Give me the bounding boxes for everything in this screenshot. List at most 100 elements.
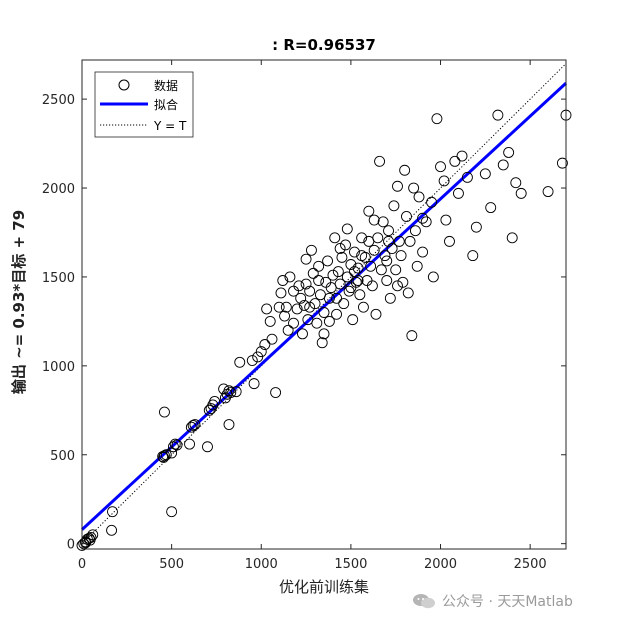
data-point <box>329 232 341 244</box>
data-point <box>300 253 312 265</box>
data-point <box>288 317 299 329</box>
data-point <box>470 221 482 233</box>
data-point <box>87 529 99 541</box>
data-point <box>352 262 364 274</box>
x-tick-label: 2000 <box>424 557 457 572</box>
data-point <box>322 255 334 267</box>
data-point <box>282 324 294 336</box>
data-point <box>401 211 412 222</box>
data-point <box>279 310 291 322</box>
data-point <box>374 155 386 167</box>
data-point <box>431 113 443 125</box>
data-point <box>338 298 350 310</box>
data-point <box>107 506 118 518</box>
data-point <box>417 212 429 224</box>
data-point <box>293 280 305 292</box>
data-point <box>377 216 389 228</box>
data-point <box>388 200 400 212</box>
data-point <box>252 351 264 363</box>
data-point <box>280 301 292 313</box>
plot-frame <box>81 59 567 550</box>
data-point <box>225 387 237 398</box>
data-point <box>381 255 393 267</box>
fit-line-layer <box>80 82 568 531</box>
data-point <box>341 223 353 235</box>
data-point <box>270 387 282 398</box>
wechat-logo-icon <box>413 594 435 609</box>
data-point <box>334 243 346 254</box>
data-point <box>230 386 242 398</box>
data-point <box>318 328 330 340</box>
data-point <box>393 235 405 247</box>
data-point <box>444 235 455 247</box>
data-point <box>395 250 407 262</box>
watermark-text: 公众号 · 天天Matlab <box>442 594 573 610</box>
y-tick-label: 500 <box>50 449 75 464</box>
data-point <box>209 395 221 407</box>
data-point <box>334 278 346 290</box>
data-point <box>159 406 170 418</box>
data-point <box>399 164 411 176</box>
data-point <box>306 244 317 256</box>
data-point <box>345 259 357 270</box>
data-point <box>203 404 215 416</box>
data-point <box>160 449 172 461</box>
data-point <box>323 315 335 327</box>
data-point <box>406 330 418 342</box>
data-point <box>485 202 497 214</box>
data-point <box>171 439 183 451</box>
x-tick-label: 0 <box>78 557 86 572</box>
data-point <box>291 303 303 315</box>
data-point <box>189 419 201 430</box>
data-points-layer <box>76 109 572 551</box>
data-point <box>331 292 342 304</box>
x-tick-label: 2500 <box>514 557 547 572</box>
y-tick-label: 2500 <box>42 93 75 108</box>
data-point <box>234 356 246 368</box>
data-point <box>426 196 438 208</box>
data-point <box>332 266 344 278</box>
data-point <box>506 232 518 244</box>
data-point <box>397 276 409 288</box>
data-point <box>336 251 348 263</box>
x-tick-label: 500 <box>159 557 184 572</box>
data-point <box>313 260 325 272</box>
data-point <box>166 506 178 518</box>
data-point <box>368 214 380 226</box>
data-point <box>304 285 316 297</box>
data-point <box>542 186 554 198</box>
data-point <box>370 308 382 320</box>
y-tick-label: 0 <box>67 538 75 553</box>
data-point <box>510 177 522 189</box>
legend-identity-label: Y = T <box>153 119 187 133</box>
data-point <box>363 205 375 217</box>
data-point <box>390 264 402 276</box>
legend-data-marker <box>118 79 130 91</box>
data-point <box>202 441 213 453</box>
x-tick-label: 1000 <box>245 557 278 572</box>
data-point <box>266 333 278 345</box>
data-point <box>492 109 504 121</box>
watermark: 公众号 · 天天Matlab <box>412 588 617 614</box>
data-point <box>318 307 330 318</box>
data-point <box>503 147 515 158</box>
data-point <box>386 243 398 254</box>
data-point <box>363 235 375 247</box>
data-point <box>284 271 296 283</box>
data-point <box>375 264 387 276</box>
data-point <box>298 299 310 311</box>
data-point <box>275 287 287 299</box>
data-point <box>427 271 439 283</box>
data-point <box>327 269 339 281</box>
data-point <box>297 328 308 340</box>
chart-title: : R=0.96537 <box>272 36 376 54</box>
data-point <box>383 225 394 237</box>
data-point <box>366 280 378 292</box>
data-point <box>411 260 423 272</box>
data-point <box>259 339 271 350</box>
data-point <box>556 157 568 169</box>
data-point <box>341 271 353 283</box>
data-point <box>340 239 351 251</box>
data-point <box>345 282 357 294</box>
